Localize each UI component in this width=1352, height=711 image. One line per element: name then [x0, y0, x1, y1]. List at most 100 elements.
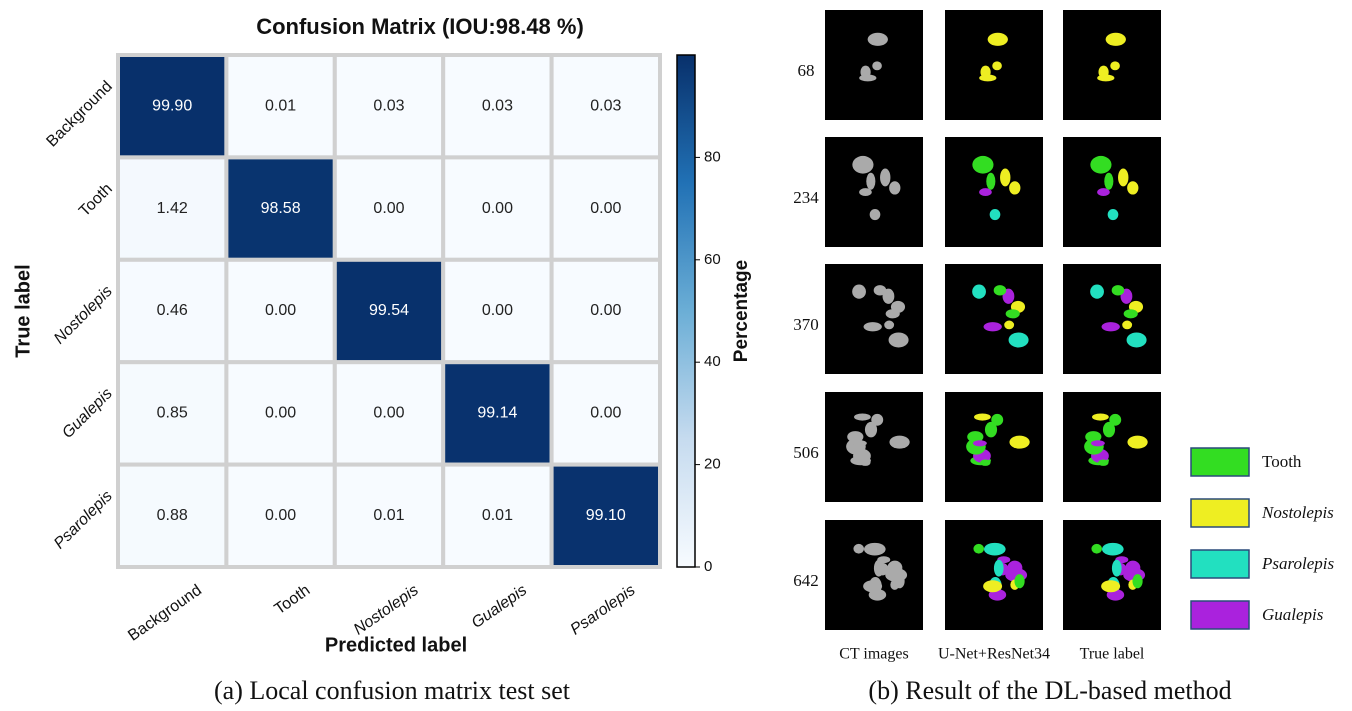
segment — [894, 574, 904, 588]
segment — [1006, 309, 1020, 318]
cell-label: 0.00 — [590, 302, 621, 319]
caption: (b) Result of the DL-based method — [868, 676, 1231, 705]
image — [825, 137, 923, 247]
segment — [1090, 156, 1111, 174]
x-tick-label: Gualepis — [469, 582, 530, 632]
segment — [986, 173, 995, 190]
cell-label: 0.01 — [265, 97, 296, 114]
segment — [852, 285, 866, 299]
segment — [860, 66, 870, 79]
segment — [1110, 61, 1120, 70]
colorbar-tick-label: 60 — [704, 251, 721, 268]
segment — [972, 156, 993, 174]
cell-label: 0.88 — [157, 507, 188, 524]
segment — [874, 560, 884, 577]
row-label: 370 — [793, 315, 819, 334]
segment — [870, 209, 881, 220]
legend-label: Tooth — [1262, 452, 1302, 471]
y-tick-label: Nostolepis — [51, 283, 116, 348]
segment — [984, 543, 1006, 556]
segment — [1112, 285, 1125, 295]
cell-label: 0.00 — [590, 405, 621, 422]
segment — [974, 414, 991, 421]
cell-label: 99.90 — [152, 97, 192, 114]
colorbar-tick-label: 20 — [704, 456, 721, 473]
cell-label: 0.00 — [373, 200, 404, 217]
segment — [972, 285, 986, 299]
segment — [864, 322, 882, 331]
segment — [1009, 332, 1029, 347]
x-tick-label: Nostolepis — [351, 582, 422, 639]
x-tick-label: Psarolepis — [568, 582, 639, 639]
segment — [1009, 181, 1020, 194]
colorbar-label: Percentage — [731, 260, 752, 362]
segment — [1004, 321, 1014, 330]
segment — [889, 181, 900, 194]
colorbar-tick-label: 0 — [704, 558, 712, 575]
segment — [1127, 436, 1147, 449]
segment — [1106, 33, 1126, 46]
cell-label: 0.00 — [373, 405, 404, 422]
segment — [1092, 414, 1109, 421]
cell-label: 99.14 — [477, 405, 517, 422]
segment — [886, 309, 900, 318]
segment — [1122, 321, 1132, 330]
cell-label: 1.42 — [157, 200, 188, 217]
row-label: 234 — [793, 188, 819, 207]
cell-label: 0.03 — [482, 97, 513, 114]
segment — [980, 66, 990, 79]
segment — [1127, 181, 1138, 194]
segment — [1091, 440, 1105, 446]
column-label: CT images — [839, 646, 908, 663]
legend-swatch — [1191, 448, 1249, 476]
segment — [1101, 580, 1120, 592]
cell-label: 99.10 — [586, 507, 626, 524]
figure: Confusion Matrix (IOU:98.48 %) Predicted… — [0, 0, 1352, 711]
segment — [860, 459, 870, 465]
segment — [889, 436, 909, 449]
image — [945, 392, 1043, 502]
image — [1063, 137, 1161, 247]
cell-label: 0.00 — [590, 200, 621, 217]
y-tick-label: Tooth — [76, 180, 116, 220]
cell-label: 0.01 — [373, 507, 404, 524]
segment — [1090, 285, 1104, 299]
segment — [1127, 332, 1147, 347]
x-axis-label: Predicted label — [325, 634, 467, 656]
x-tick-label: Tooth — [272, 582, 314, 618]
image — [825, 264, 923, 374]
segment — [864, 543, 886, 556]
segment — [990, 209, 1001, 220]
cell-label: 0.00 — [482, 200, 513, 217]
segment — [1009, 436, 1029, 449]
segment — [1091, 544, 1102, 554]
segment — [1108, 209, 1119, 220]
cell-label: 99.54 — [369, 302, 409, 319]
segment — [853, 440, 867, 446]
segment — [1112, 560, 1122, 577]
y-axis-label: True label — [12, 264, 34, 357]
column-label: True label — [1080, 646, 1145, 663]
segment — [1102, 322, 1120, 331]
segment — [1014, 574, 1024, 588]
x-tick-label: Background — [125, 582, 205, 645]
segment — [863, 580, 882, 592]
chart-title: Confusion Matrix (IOU:98.48 %) — [256, 14, 584, 39]
cell-label: 0.03 — [590, 97, 621, 114]
cell-label: 0.01 — [482, 507, 513, 524]
segment — [884, 321, 894, 330]
colorbar-tick-label: 40 — [704, 353, 721, 370]
image — [945, 137, 1043, 247]
segment — [985, 422, 997, 437]
cell-label: 98.58 — [261, 200, 301, 217]
image — [1063, 264, 1161, 374]
column-label: U-Net+ResNet34 — [938, 646, 1050, 663]
segment — [1132, 574, 1142, 588]
segment — [1000, 169, 1010, 187]
caption: (a) Local confusion matrix test set — [214, 676, 571, 705]
segment — [866, 173, 875, 190]
cell-label: 0.46 — [157, 302, 188, 319]
segment — [1102, 543, 1124, 556]
row-label: 506 — [793, 443, 819, 462]
legend-label: Nostolepis — [1261, 503, 1334, 522]
